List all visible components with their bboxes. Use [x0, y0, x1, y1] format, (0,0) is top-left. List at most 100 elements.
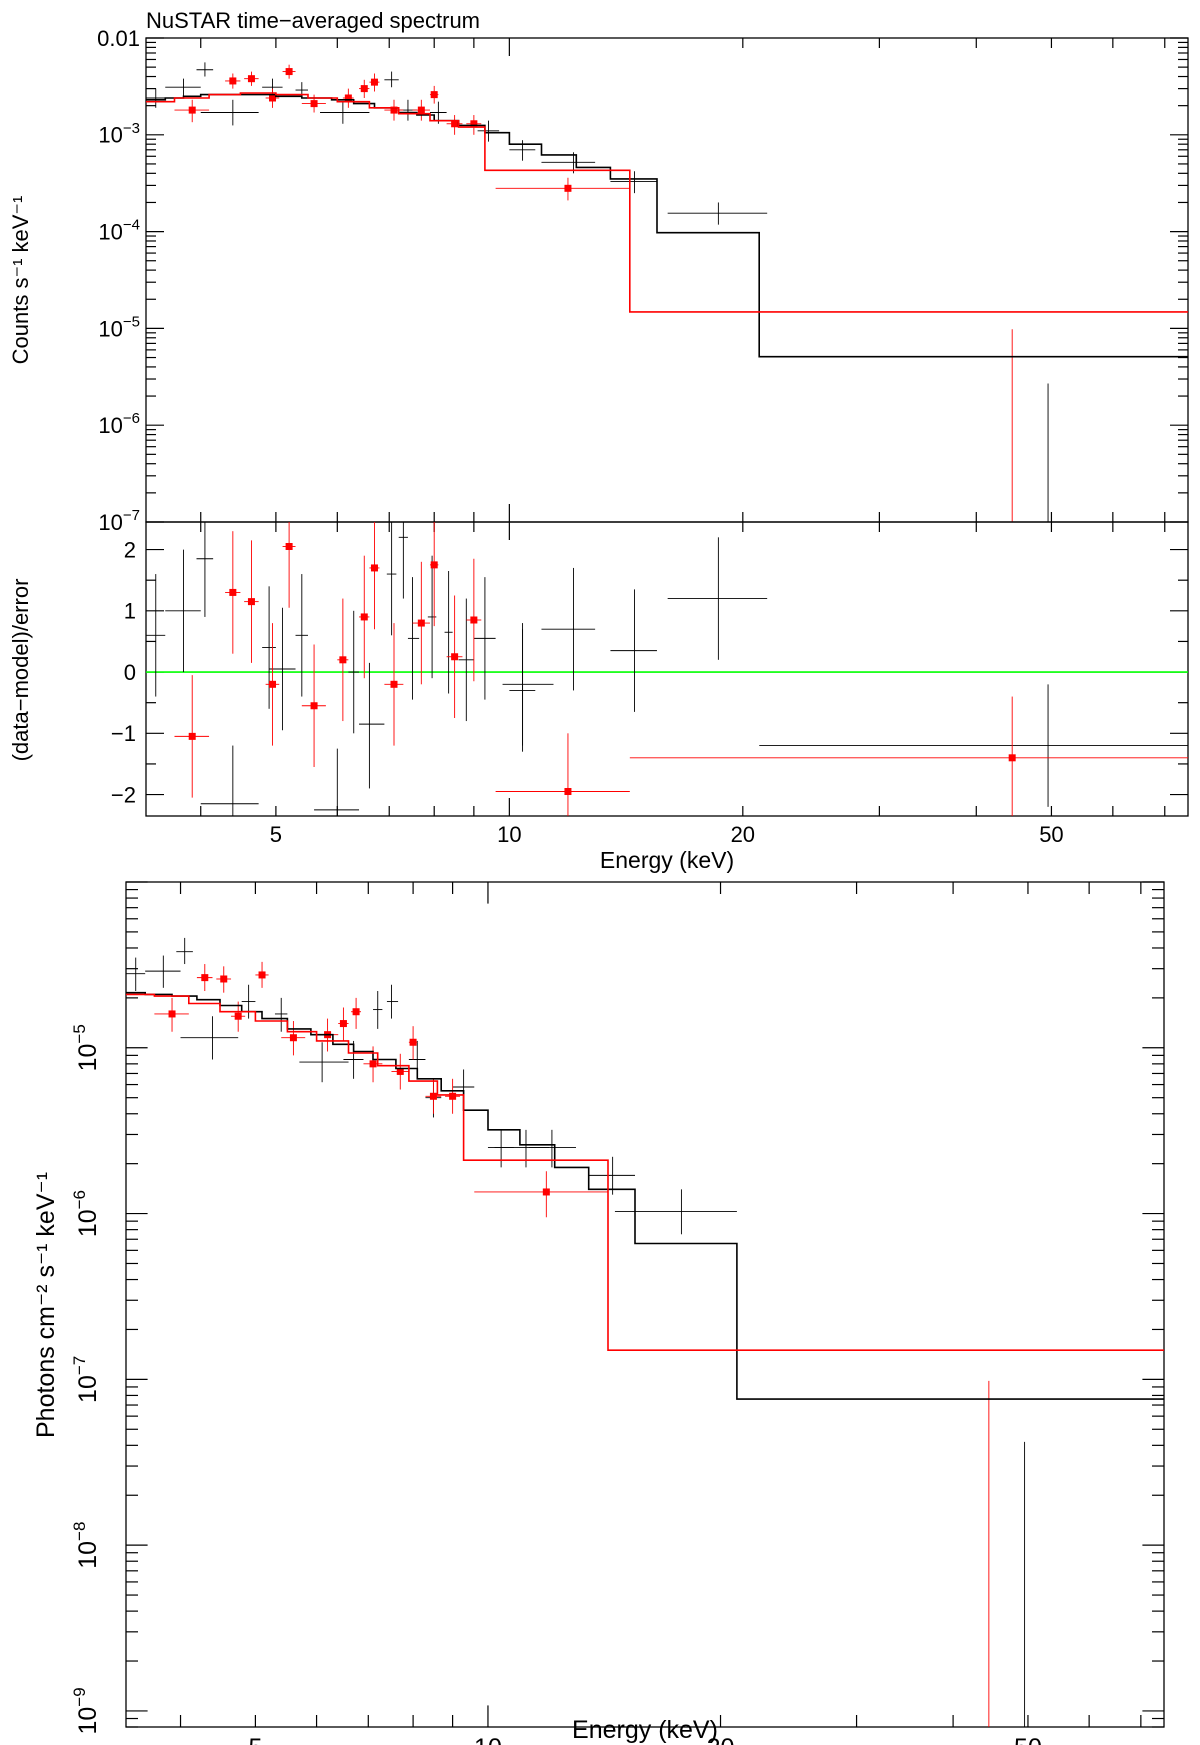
counts-data-point-red: [446, 115, 463, 135]
counts-y-tick-mantissa: 0.01: [97, 26, 140, 51]
unfolded-data-point-red: [351, 997, 362, 1029]
residuals-data-point-red: [466, 558, 482, 682]
counts-data-point-black: [196, 62, 214, 77]
residuals-data-point-red: [265, 623, 280, 746]
residuals-data-point-black: [610, 589, 657, 712]
unfolded-data-point-red: [408, 1026, 418, 1060]
residuals-square-marker: [370, 564, 378, 572]
unfolded-data-point-red: [474, 1171, 608, 1218]
residuals-square-marker: [339, 656, 347, 664]
residuals-y-tick-label: 1: [124, 599, 136, 624]
residuals-data-point-red: [384, 623, 404, 746]
counts-data-point-black: [610, 171, 657, 194]
counts-plot-frame: [145, 37, 1189, 523]
residuals-square-marker: [417, 619, 425, 627]
counts-model-step-red: [146, 92, 1188, 313]
residuals-data-point-black: [407, 577, 420, 700]
unfolded-model-step-red: [126, 993, 1164, 1351]
residuals-data-point-black: [196, 522, 214, 617]
unfolded-x-tick-label: 50: [1014, 1734, 1042, 1745]
unfolded-data-point-red: [231, 1001, 246, 1032]
counts-square-marker: [470, 120, 478, 128]
residuals-square-marker: [564, 788, 572, 795]
counts-square-marker: [247, 75, 255, 83]
counts-square-marker: [344, 94, 352, 102]
unfolded-data-point-black: [241, 984, 256, 1019]
residuals-data-point-black: [295, 574, 308, 697]
residuals-square-marker: [229, 588, 237, 596]
counts-square-marker: [269, 94, 277, 102]
unfolded-square-marker: [396, 1067, 404, 1075]
counts-y-tick-label: 10−4: [98, 217, 140, 245]
counts-y-tick-label: 10−5: [98, 313, 140, 341]
residuals-y-tick-label: 2: [124, 537, 136, 562]
unfolded-y-tick-label: 10−7: [70, 1356, 102, 1403]
unfolded-square-marker: [201, 974, 209, 982]
unfolded-plot-frame: [125, 881, 1165, 1728]
residuals-square-marker: [188, 732, 196, 740]
counts-y-tick-mantissa: 10: [98, 123, 122, 148]
counts-square-marker: [451, 120, 459, 128]
unfolded-data-point-red: [216, 966, 232, 993]
residuals-square-marker: [451, 653, 459, 661]
counts-data-point-red: [359, 79, 370, 98]
counts-y-tick-label: 0.01: [97, 26, 140, 51]
residuals-data-point-black: [458, 598, 474, 722]
residuals-data-point-black: [541, 567, 596, 691]
counts-data-point-red: [244, 71, 259, 86]
counts-model-step-black: [146, 93, 1188, 358]
unfolded-y-tick-label: 10−8: [70, 1522, 102, 1569]
unfolded-model-step-black: [126, 991, 1164, 1400]
residuals-square-marker: [1008, 754, 1016, 762]
residuals-x-tick-label: 10: [497, 822, 521, 847]
residuals-data-point-black: [146, 574, 166, 697]
residuals-y-axis-label: (data−model)/error: [8, 579, 33, 762]
residuals-data-point-red: [495, 733, 630, 816]
unfolded-data-point-black: [180, 1016, 239, 1060]
residuals-data-point-red: [429, 522, 439, 627]
counts-y-tick-exponent: −6: [123, 410, 140, 427]
unfolded-square-marker: [339, 1020, 347, 1028]
counts-y-tick-exponent: −7: [123, 507, 140, 524]
unfolded-square-marker: [234, 1012, 242, 1020]
residuals-square-marker: [285, 543, 293, 550]
unfolded-y-tick-exponent: −5: [70, 1024, 89, 1043]
unfolded-square-marker: [352, 1008, 360, 1016]
residuals-data-point-black: [359, 662, 385, 789]
unfolded-square-marker: [258, 971, 266, 979]
counts-data-point-red: [369, 73, 380, 92]
counts-y-tick-mantissa: 10: [98, 413, 122, 438]
counts-data-point-red: [282, 64, 296, 79]
residuals-data-point-black: [262, 586, 276, 709]
unfolded-data-point-red: [425, 1078, 442, 1114]
unfolded-square-marker: [409, 1038, 417, 1046]
counts-y-tick-label: 10−3: [98, 120, 140, 148]
unfolded-data-point-red: [196, 964, 213, 992]
unfolded-data-point-black: [373, 991, 383, 1029]
counts-square-marker: [564, 184, 572, 192]
unfolded-data-point-red: [338, 1007, 349, 1041]
unfolded-square-marker: [429, 1092, 437, 1100]
unfolded-y-tick-mantissa: 10: [74, 1375, 102, 1403]
figure-title: NuSTAR time−averaged spectrum: [146, 8, 480, 33]
residuals-data-point-black: [759, 684, 1188, 807]
residuals-data-point-black: [165, 549, 201, 673]
residuals-data-point-red: [301, 644, 326, 767]
unfolded-y-tick-mantissa: 10: [74, 1541, 102, 1569]
residuals-data-point-black: [444, 571, 453, 694]
unfolded-data-point-black: [145, 955, 181, 988]
unfolded-y-tick-exponent: −8: [70, 1522, 89, 1541]
unfolded-y-tick-mantissa: 10: [74, 1044, 102, 1072]
residuals-x-axis-label: Energy (keV): [600, 847, 734, 873]
counts-data-point-black: [165, 78, 201, 97]
counts-y-tick-exponent: −3: [123, 120, 140, 137]
counts-data-point-black: [146, 88, 166, 108]
unfolded-x-tick-label: 20: [707, 1734, 735, 1745]
unfolded-data-point-black: [176, 937, 193, 965]
residuals-square-marker: [247, 598, 255, 606]
residuals-data-point-red: [412, 561, 430, 685]
counts-data-point-black: [667, 202, 768, 225]
counts-square-marker: [188, 106, 196, 114]
